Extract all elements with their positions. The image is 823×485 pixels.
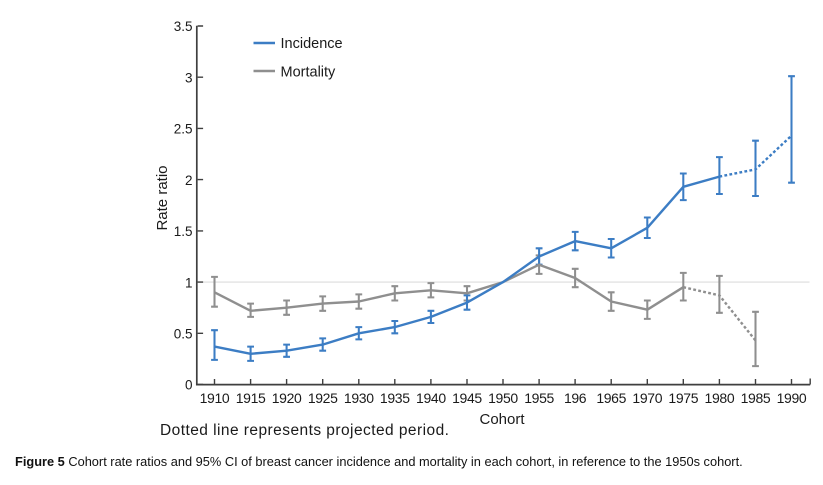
svg-text:1965: 1965	[596, 390, 626, 406]
svg-text:1970: 1970	[632, 390, 662, 406]
svg-text:1930: 1930	[344, 390, 374, 406]
svg-text:1985: 1985	[741, 390, 771, 406]
svg-text:Incidence: Incidence	[281, 36, 343, 52]
svg-text:1910: 1910	[200, 390, 230, 406]
svg-text:1990: 1990	[777, 390, 807, 406]
svg-text:1975: 1975	[668, 390, 698, 406]
svg-text:1980: 1980	[705, 390, 735, 406]
svg-text:1950: 1950	[488, 390, 518, 406]
svg-text:1.5: 1.5	[174, 224, 193, 239]
svg-text:0.5: 0.5	[174, 327, 193, 342]
svg-text:Rate ratio: Rate ratio	[154, 165, 171, 230]
svg-text:1915: 1915	[236, 390, 266, 406]
svg-text:2: 2	[185, 173, 193, 188]
svg-text:Mortality: Mortality	[281, 64, 337, 80]
svg-text:1945: 1945	[452, 390, 482, 406]
svg-text:196: 196	[564, 390, 587, 406]
svg-text:0: 0	[185, 378, 193, 393]
svg-text:Dotted line represents project: Dotted line represents projected period.	[160, 422, 449, 439]
svg-text:Figure 5 Cohort rate ratios an: Figure 5 Cohort rate ratios and 95% CI o…	[15, 454, 743, 469]
svg-text:1940: 1940	[416, 390, 446, 406]
svg-text:Cohort: Cohort	[479, 411, 525, 428]
svg-text:3.5: 3.5	[174, 19, 193, 34]
svg-text:1920: 1920	[272, 390, 302, 406]
svg-text:1955: 1955	[524, 390, 554, 406]
svg-text:1935: 1935	[380, 390, 410, 406]
svg-text:2.5: 2.5	[174, 122, 193, 137]
svg-text:3: 3	[185, 70, 193, 85]
svg-text:1: 1	[185, 275, 193, 290]
svg-text:1925: 1925	[308, 390, 338, 406]
